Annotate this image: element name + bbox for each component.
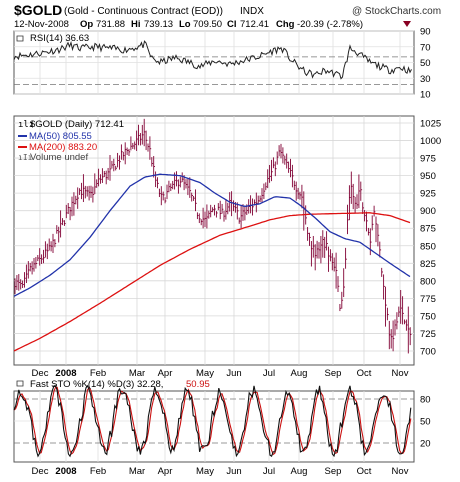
price-tick-label: 925 [420,189,436,200]
sto-legend-icon [16,380,24,387]
price-tick-label: 1000 [420,136,441,147]
month-label: Nov [392,466,409,477]
price-tick-label: 700 [420,346,436,357]
month-label: May [196,368,214,379]
price-tick-label: 825 [420,259,436,270]
price-tick-label: 850 [420,241,436,252]
sto-axis: 80 50 20 [420,395,431,450]
price-bars [14,118,412,354]
month-label: Dec [32,368,49,379]
rsi-axis: 90 70 50 30 10 [420,27,431,101]
symbol-title: $GOLD [14,2,62,18]
rsi-tick-label: 10 [420,90,431,101]
sto-panel: Fast STO %K(14) %D(3) 32.28, 50.95 80 50 2… [13,379,431,463]
volume-legend-icon: ıIı [18,153,33,162]
month-label: Mar [129,368,145,379]
rsi-line [13,40,412,80]
price-panel-frame [13,115,415,366]
sto-d-line [13,386,412,456]
month-axis-top: Dec 2008 Feb Mar Apr May Jun Jul Aug Sep Oct Nov [32,368,409,379]
rsi-panel: RSI(14) 36.63 90 70 50 30 10 [13,27,431,101]
sto-tick-label: 80 [420,395,431,406]
low-label: Lo [179,19,191,30]
ma200-legend: MA(200) 883.20 [29,142,97,153]
month-label: Jun [226,368,241,379]
change-value: -20.39 (-2.78%) [297,19,363,30]
ma200-line [13,212,411,352]
price-axis: 1025 1000 975 950 925 900 875 850 825 800 775 750 72… [420,119,441,358]
month-label: Feb [90,466,106,477]
month-label: Apr [158,466,173,477]
month-label: Aug [291,368,308,379]
close-label: Cl [227,19,237,30]
low-value: 709.50 [193,19,222,30]
rsi-tick-label: 30 [420,74,431,85]
high-label: Hi [131,19,141,30]
close-value: 712.41 [240,19,269,30]
price-tick-label: 875 [420,224,436,235]
month-label: Mar [129,466,145,477]
instrument-name: (Gold - Continuous Contract (EOD)) [64,6,223,17]
month-label: Jul [263,466,275,477]
price-gridlines [14,116,414,365]
month-label: Apr [158,368,173,379]
volume-legend: Volume undef [30,152,88,163]
quote-date: 12-Nov-2008 [14,19,69,30]
chart-header: $GOLD (Gold - Continuous Contract (EOD))… [14,2,441,30]
month-label: Feb [90,368,106,379]
month-label: 2008 [55,368,76,379]
month-label: Sep [325,368,342,379]
rsi-tick-label: 70 [420,42,431,53]
price-tick-label: 750 [420,311,436,322]
month-label: Dec [32,466,49,477]
rsi-tick-label: 50 [420,58,431,69]
price-legend: ılı $GOLD (Daily) 712.41 MA(50) 805.55 M… [18,119,124,163]
price-tick-label: 950 [420,171,436,182]
month-label: Oct [357,368,372,379]
open-label: Op [80,19,93,30]
stockcharts-watermark: @ StockCharts.com [352,6,441,17]
sto-tick-label: 20 [420,439,431,450]
down-triangle-icon [403,21,411,27]
rsi-legend: RSI(14) 36.63 [30,33,89,44]
month-label: Sep [325,466,342,477]
price-tick-label: 800 [420,276,436,287]
sto-legend: Fast STO %K(14) %D(3) 32.28, [30,379,163,390]
rsi-legend-icon [16,35,24,42]
month-label: Aug [291,466,308,477]
price-panel: ılı $GOLD (Daily) 712.41 MA(50) 805.55 M… [13,115,441,366]
exchange-label: INDX [240,6,264,17]
price-bar-icon: ılı [18,120,34,130]
change-label: Chg [276,19,295,30]
price-tick-label: 725 [420,329,436,340]
price-tick-label: 1025 [420,119,441,130]
sto-k-line [13,384,412,458]
month-label: Oct [357,466,372,477]
month-label: Jun [226,466,241,477]
price-legend-main: $GOLD (Daily) 712.41 [30,119,124,130]
ma50-legend: MA(50) 805.55 [29,131,92,142]
price-tick-label: 975 [420,154,436,165]
month-label: Jul [263,368,275,379]
month-axis-bottom: Dec 2008 Feb Mar Apr May Jun Jul Aug Sep Oct Nov [32,466,409,477]
month-label: May [196,466,214,477]
price-tick-label: 775 [420,294,436,305]
month-label: 2008 [55,466,76,477]
rsi-tick-label: 90 [420,27,431,38]
month-label: Nov [392,368,409,379]
ma50-line [13,173,411,297]
price-tick-label: 900 [420,206,436,217]
open-value: 731.88 [96,19,125,30]
high-value: 739.13 [144,19,173,30]
sto-legend-d: 50.95 [186,379,210,390]
sto-tick-label: 50 [420,417,431,428]
